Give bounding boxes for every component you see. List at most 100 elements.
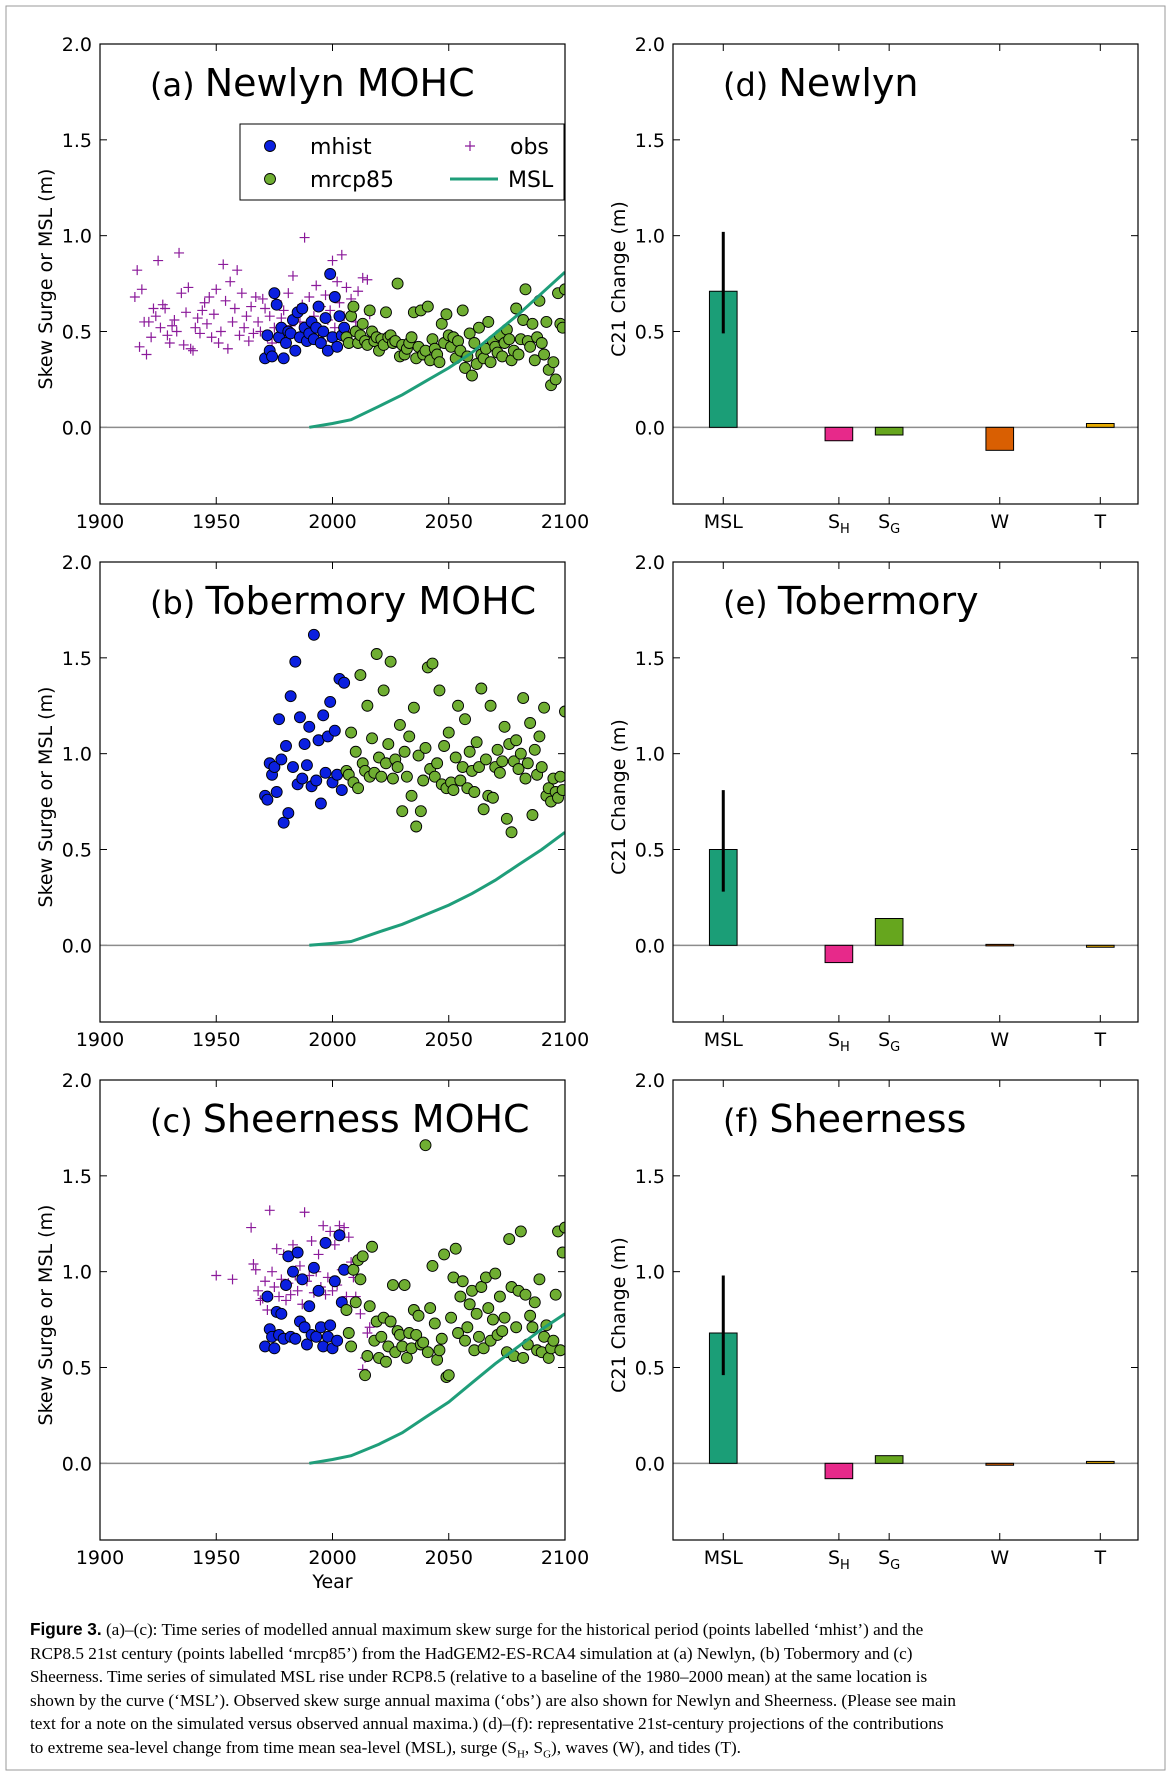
mrcp85-point xyxy=(361,699,374,712)
mrcp85-point xyxy=(491,743,504,756)
caption-line-4: shown by the curve (‘MSL’). Observed ske… xyxy=(30,1690,956,1710)
mrcp85-point xyxy=(356,1250,369,1263)
mrcp85-point xyxy=(461,1321,474,1334)
mrcp85-point xyxy=(547,356,560,369)
obs-point xyxy=(276,313,287,324)
mrcp85-point xyxy=(396,805,409,818)
mrcp85-point xyxy=(503,1233,516,1246)
mhist-point xyxy=(268,287,281,300)
obs-point xyxy=(183,282,194,293)
mhist-point xyxy=(319,1236,332,1249)
x-tick-label: 2000 xyxy=(308,1547,356,1569)
mrcp85-point xyxy=(452,699,464,712)
mrcp85-point xyxy=(354,669,367,682)
y-tick-label: 2.0 xyxy=(62,552,92,574)
obs-point xyxy=(197,305,208,316)
mrcp85-point xyxy=(482,1302,495,1315)
obs-point xyxy=(353,286,364,297)
x-tick-label: 2000 xyxy=(308,511,356,533)
y-tick-label: 0.0 xyxy=(635,1453,665,1475)
mrcp85-point xyxy=(449,751,462,764)
y-tick-label: 1.5 xyxy=(62,1166,92,1188)
mrcp85-point xyxy=(463,745,476,758)
legend: mhist obs mrcp85 MSL xyxy=(239,123,565,201)
y-tick-label: 1.5 xyxy=(635,1166,665,1188)
mhist-point xyxy=(328,1275,341,1288)
mhist-point xyxy=(319,766,332,779)
x-tick-label: W xyxy=(990,1547,1009,1569)
panel-name: Tobermory MOHC xyxy=(204,579,536,623)
obs-point xyxy=(364,1322,375,1333)
bar-s-h xyxy=(824,1462,854,1480)
mhist-point xyxy=(317,325,330,338)
mrcp85-point xyxy=(428,1317,441,1330)
panel-letter: (e) xyxy=(723,584,778,622)
mhist-point xyxy=(303,720,316,733)
obs-point xyxy=(213,338,224,348)
mrcp85-point xyxy=(556,321,565,334)
mrcp85-point xyxy=(400,1351,413,1364)
mhist-point xyxy=(275,753,288,766)
axes-frame xyxy=(99,1079,566,1541)
y-tick-label: 0.5 xyxy=(62,840,92,862)
mhist-point xyxy=(287,761,299,774)
mrcp85-point xyxy=(473,1330,485,1343)
mrcp85-point xyxy=(498,1311,511,1324)
obs-point xyxy=(248,1259,259,1269)
y-tick-label: 1.0 xyxy=(62,744,92,766)
obs-point xyxy=(355,1308,366,1319)
mrcp85-point xyxy=(454,774,467,787)
panel-letter: (b) xyxy=(150,584,205,622)
mrcp85-point xyxy=(489,1267,502,1280)
obs-point xyxy=(136,284,147,295)
mhist-point xyxy=(275,1307,288,1320)
panel-letter: (d) xyxy=(723,66,778,104)
obs-point xyxy=(269,1282,280,1292)
x-tick-label: W xyxy=(990,1029,1009,1051)
mrcp85-point xyxy=(345,1340,358,1353)
obs-point xyxy=(150,311,161,322)
legend-label: obs xyxy=(510,135,549,160)
obs-point xyxy=(222,343,233,354)
mrcp85-point xyxy=(533,1273,546,1286)
obs-point xyxy=(362,1328,373,1338)
x-tick-subscript: H xyxy=(840,1040,850,1055)
panel-letter: (c) xyxy=(150,1102,203,1140)
y-tick-label: 0.0 xyxy=(62,417,92,439)
y-tick-label: 1.0 xyxy=(62,226,92,248)
mrcp85-point xyxy=(468,337,481,349)
mrcp85-point xyxy=(475,1281,488,1293)
obs-point xyxy=(215,326,226,337)
obs-point xyxy=(329,322,340,333)
mrcp85-point xyxy=(475,682,488,695)
obs-point xyxy=(164,338,175,348)
obs-point xyxy=(208,309,219,320)
plot-area xyxy=(673,44,1138,504)
x-tick-label: SG xyxy=(878,1547,900,1573)
panel-name: Newlyn MOHC xyxy=(205,61,475,105)
obs-point xyxy=(327,255,338,266)
mrcp85-point xyxy=(505,826,518,839)
obs-point xyxy=(160,303,171,314)
mhist-point xyxy=(296,1273,309,1286)
bar-panel-f: 0.0 0.5 1.0 1.5 2.0 C21 Change (m) MSL SH SG W T (f… xyxy=(608,1070,1139,1573)
mrcp85-point xyxy=(473,321,485,334)
mhist-point xyxy=(277,352,290,365)
mrcp85-point xyxy=(456,1275,469,1288)
x-tick-subscript: G xyxy=(890,522,900,537)
mrcp85-point xyxy=(349,1296,362,1309)
y-axis-label: Skew Surge or MSL (m) xyxy=(35,687,57,908)
y-tick-label: 0.5 xyxy=(635,840,665,862)
mhist-point xyxy=(287,1265,299,1278)
mhist-point xyxy=(331,340,344,353)
obs-point xyxy=(155,322,166,333)
panel-title: (a) Newlyn MOHC xyxy=(150,61,475,105)
mrcp85-point xyxy=(345,726,358,739)
y-tick-label: 1.5 xyxy=(62,130,92,152)
x-tick-label: SH xyxy=(828,511,850,537)
obs-point xyxy=(334,1220,345,1231)
mrcp85-point xyxy=(549,373,562,386)
y-axis-label: C21 Change (m) xyxy=(608,719,630,875)
obs-point xyxy=(227,1274,238,1285)
obs-point xyxy=(283,288,294,299)
